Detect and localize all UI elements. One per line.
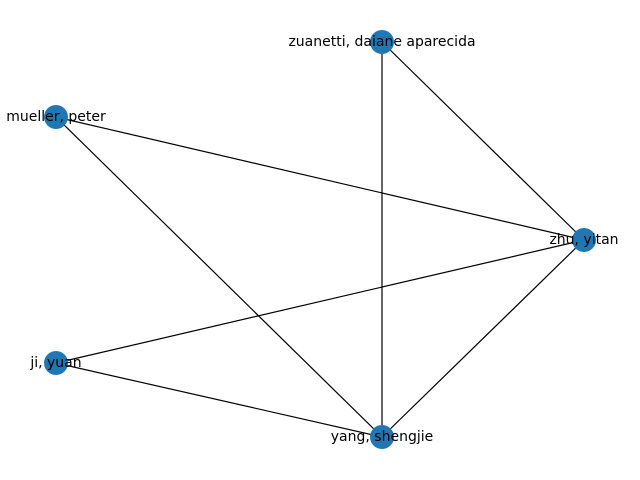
labels-layer: zuanetti, daiane aparecida mueller, peter… xyxy=(6,34,618,445)
edge-mueller-zhu xyxy=(55,116,585,241)
edges-layer xyxy=(55,41,585,438)
node-mueller xyxy=(44,105,68,129)
node-label-zuanetti: zuanetti, daiane aparecida xyxy=(288,34,475,50)
node-zuanetti xyxy=(370,30,394,54)
edge-ji-yang xyxy=(55,362,383,438)
node-label-mueller: mueller, peter xyxy=(6,109,106,125)
edge-zuanetti-zhu xyxy=(381,41,585,241)
node-label-ji: ji, yuan xyxy=(29,355,81,371)
edge-zhu-ji xyxy=(55,239,585,364)
edge-mueller-yang xyxy=(55,116,383,438)
node-label-yang: yang, shengjie xyxy=(331,429,433,445)
edge-zhu-yang xyxy=(381,239,585,438)
node-zhu xyxy=(572,228,596,252)
node-ji xyxy=(44,351,68,375)
node-yang xyxy=(370,425,394,449)
nodes-layer xyxy=(44,30,596,449)
node-label-zhu: zhu, yitan xyxy=(549,232,618,248)
